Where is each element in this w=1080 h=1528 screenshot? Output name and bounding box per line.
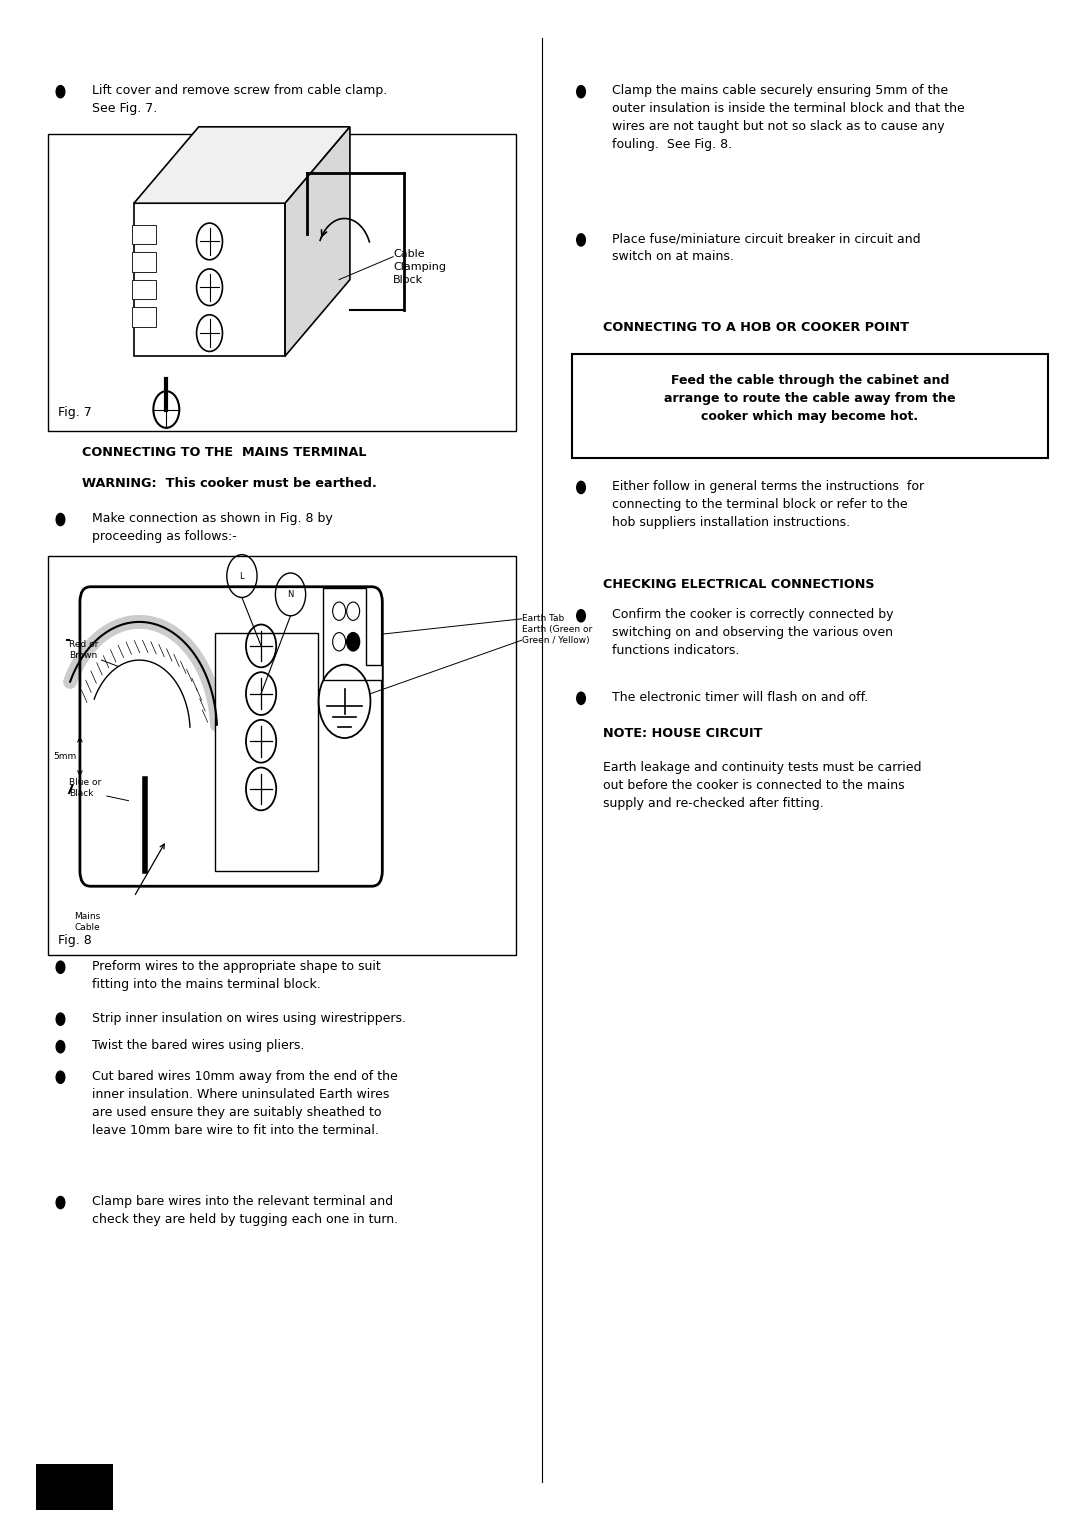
Text: Earth (Green or
Green / Yellow): Earth (Green or Green / Yellow) [522,625,592,645]
Bar [36,1464,113,1510]
Bar [572,354,1048,458]
Text: The electronic timer will flash on and off.: The electronic timer will flash on and o… [612,691,868,704]
Bar [215,633,318,871]
Polygon shape [134,203,285,356]
Circle shape [56,1013,65,1025]
Bar [132,225,156,244]
Text: Fig. 7: Fig. 7 [58,405,92,419]
Circle shape [56,1041,65,1053]
Text: Strip inner insulation on wires using wirestrippers.: Strip inner insulation on wires using wi… [92,1012,406,1025]
Text: Feed the cable through the cabinet and
arrange to route the cable away from the
: Feed the cable through the cabinet and a… [664,374,956,423]
Text: Place fuse/miniature circuit breaker in circuit and
switch on at mains.: Place fuse/miniature circuit breaker in … [612,232,921,263]
Text: Clamp the mains cable securely ensuring 5mm of the
outer insulation is inside th: Clamp the mains cable securely ensuring … [612,84,966,151]
Text: Confirm the cooker is correctly connected by
switching on and observing the vari: Confirm the cooker is correctly connecte… [612,608,894,657]
Circle shape [347,633,360,651]
Text: Fig. 8: Fig. 8 [58,934,92,947]
Circle shape [56,86,65,98]
Circle shape [56,1071,65,1083]
Text: CHECKING ELECTRICAL CONNECTIONS: CHECKING ELECTRICAL CONNECTIONS [603,578,874,591]
Text: Preform wires to the appropriate shape to suit
fitting into the mains terminal b: Preform wires to the appropriate shape t… [92,960,380,990]
Circle shape [56,513,65,526]
Bar [132,280,156,299]
Circle shape [577,692,585,704]
Text: Either follow in general terms the instructions  for
connecting to the terminal : Either follow in general terms the instr… [612,480,924,529]
FancyBboxPatch shape [80,587,382,886]
Bar [48,134,516,431]
Text: Twist the bared wires using pliers.: Twist the bared wires using pliers. [92,1039,305,1053]
Text: WARNING:  This cooker must be earthed.: WARNING: This cooker must be earthed. [82,477,377,490]
Circle shape [56,961,65,973]
Bar [48,556,516,955]
Text: Blue or
Black: Blue or Black [69,778,102,798]
Text: Mains
Cable: Mains Cable [75,912,100,932]
Text: Cable
Clamping
Block: Cable Clamping Block [393,249,446,286]
Circle shape [56,1196,65,1209]
Bar [132,307,156,327]
Text: Make connection as shown in Fig. 8 by
proceeding as follows:-: Make connection as shown in Fig. 8 by pr… [92,512,333,542]
Text: L: L [240,571,244,581]
Circle shape [577,234,585,246]
Text: 5mm: 5mm [53,752,77,761]
Text: 12: 12 [64,1479,85,1494]
Text: CONNECTING TO A HOB OR COOKER POINT: CONNECTING TO A HOB OR COOKER POINT [603,321,908,335]
Text: Red or
Brown: Red or Brown [69,640,98,660]
Text: N: N [287,590,294,599]
Polygon shape [285,127,350,356]
Circle shape [577,86,585,98]
Circle shape [577,481,585,494]
Circle shape [577,610,585,622]
Text: Earth Tab: Earth Tab [522,614,564,623]
Bar [132,252,156,272]
Text: Earth leakage and continuity tests must be carried
out before the cooker is conn: Earth leakage and continuity tests must … [603,761,921,810]
Text: CONNECTING TO THE  MAINS TERMINAL: CONNECTING TO THE MAINS TERMINAL [82,446,366,460]
Polygon shape [323,588,382,680]
Polygon shape [134,127,350,203]
Text: NOTE: HOUSE CIRCUIT: NOTE: HOUSE CIRCUIT [603,727,762,741]
Text: Clamp bare wires into the relevant terminal and
check they are held by tugging e: Clamp bare wires into the relevant termi… [92,1195,397,1225]
Text: Cut bared wires 10mm away from the end of the
inner insulation. Where uninsulate: Cut bared wires 10mm away from the end o… [92,1070,397,1137]
Text: Lift cover and remove screw from cable clamp.
See Fig. 7.: Lift cover and remove screw from cable c… [92,84,387,115]
